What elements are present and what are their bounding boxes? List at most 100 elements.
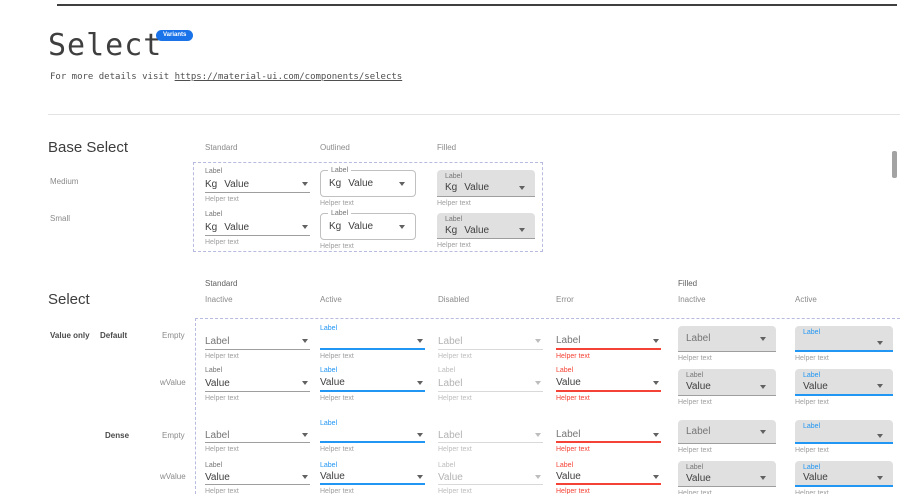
dropdown-arrow-icon bbox=[417, 380, 423, 385]
dropdown-arrow-icon bbox=[535, 475, 541, 479]
select-value: Value bbox=[686, 472, 711, 484]
select-value: Label bbox=[438, 429, 463, 441]
select-value: Label bbox=[438, 377, 463, 389]
select-filled-dense-active-empty[interactable]: Label Helper text bbox=[795, 420, 893, 454]
select-label: Label bbox=[803, 372, 821, 379]
select-value: Label bbox=[205, 429, 230, 441]
select-value: Value bbox=[348, 178, 374, 189]
helper-text: Helper text bbox=[438, 488, 472, 494]
select-label: Label bbox=[320, 420, 338, 427]
select-standard-inactive-empty[interactable]: Label Helper text bbox=[205, 324, 310, 360]
select-standard-dense-disabled-empty: Label Helper text bbox=[438, 419, 543, 453]
helper-text: Helper text bbox=[205, 395, 239, 402]
helper-text: Helper text bbox=[556, 446, 590, 453]
base-select-filled-small[interactable]: Label Kg Value Helper text bbox=[437, 213, 535, 249]
select-standard-dense-active-wvalue[interactable]: Label Value Helper text bbox=[320, 461, 425, 494]
state-error: Error bbox=[556, 295, 574, 304]
dropdown-arrow-icon bbox=[519, 228, 525, 232]
select-standard-active-wvalue[interactable]: Label Value Helper text bbox=[320, 366, 425, 402]
select-label bbox=[438, 324, 543, 333]
helper-text: Helper text bbox=[205, 353, 239, 360]
select-standard-error-wvalue[interactable]: Label Value Helper text bbox=[556, 366, 661, 402]
dropdown-arrow-icon bbox=[877, 475, 883, 480]
col-filled: Filled bbox=[437, 143, 457, 152]
select-label: Label bbox=[686, 464, 704, 471]
select-value: Value bbox=[803, 380, 828, 392]
scrollbar-thumb[interactable] bbox=[892, 151, 897, 178]
select-standard-active-empty[interactable]: Label Helper text bbox=[320, 324, 425, 360]
dropdown-arrow-icon bbox=[302, 182, 308, 186]
select-label bbox=[205, 324, 310, 333]
helper-text: Helper text bbox=[437, 242, 471, 249]
select-filled-active-empty[interactable]: Label Helper text bbox=[795, 326, 893, 362]
select-label: Label bbox=[320, 367, 338, 374]
docs-link[interactable]: https://material-ui.com/components/selec… bbox=[174, 72, 403, 82]
select-standard-error-empty[interactable]: Label Helper text bbox=[556, 324, 661, 360]
select-label: Label bbox=[205, 211, 223, 218]
helper-text: Helper text bbox=[556, 395, 590, 402]
base-select-outlined-small[interactable]: Label Kg Value Helper text bbox=[320, 210, 425, 250]
select-adornment: Kg bbox=[329, 178, 342, 189]
select-heading: Select bbox=[48, 291, 90, 308]
select-value: Value bbox=[224, 178, 250, 190]
row-medium: Medium bbox=[50, 177, 79, 186]
state-filled-inactive: Inactive bbox=[678, 295, 706, 304]
select-standard-dense-error-wvalue[interactable]: Label Value Helper text bbox=[556, 461, 661, 494]
helper-text: Helper text bbox=[320, 488, 354, 494]
select-filled-dense-inactive-empty[interactable]: Label Helper text bbox=[678, 420, 776, 454]
select-adornment: Kg bbox=[205, 178, 218, 190]
helper-text: Helper text bbox=[678, 490, 712, 494]
dropdown-arrow-icon bbox=[417, 432, 423, 437]
base-select-outlined-medium[interactable]: Label Kg Value Helper text bbox=[320, 167, 425, 207]
select-value: Value bbox=[686, 381, 711, 392]
select-standard-dense-error-empty[interactable]: Label Helper text bbox=[556, 419, 661, 453]
dropdown-arrow-icon bbox=[302, 381, 308, 385]
subtitle-text: For more details visit bbox=[50, 72, 175, 82]
dropdown-arrow-icon bbox=[760, 429, 766, 434]
select-label: Label bbox=[205, 367, 223, 374]
select-adornment: Kg bbox=[445, 182, 458, 193]
dropdown-arrow-icon bbox=[760, 336, 766, 341]
select-label: Label bbox=[803, 329, 821, 336]
select-filled-dense-inactive-wvalue[interactable]: Label Value Helper text bbox=[678, 461, 776, 494]
select-value: Label bbox=[686, 426, 711, 437]
select-label: Label bbox=[556, 367, 574, 374]
base-select-heading: Base Select bbox=[48, 139, 129, 156]
select-label bbox=[556, 419, 661, 428]
helper-text: Helper text bbox=[678, 447, 712, 454]
select-filled-inactive-wvalue[interactable]: Label Value Helper text bbox=[678, 369, 776, 406]
select-label: Label bbox=[556, 462, 574, 469]
select-standard-inactive-wvalue[interactable]: Label Value Helper text bbox=[205, 366, 310, 402]
select-label: Label bbox=[328, 210, 352, 218]
helper-text: Helper text bbox=[205, 446, 239, 453]
helper-text: Helper text bbox=[438, 395, 472, 402]
select-standard-dense-inactive-empty[interactable]: Label Helper text bbox=[205, 419, 310, 453]
dropdown-arrow-icon bbox=[417, 338, 423, 343]
base-select-standard-medium[interactable]: Label Kg Value Helper text bbox=[205, 167, 310, 203]
select-matrix-frame bbox=[195, 318, 900, 494]
state-disabled: Disabled bbox=[438, 295, 470, 304]
group-standard: Standard bbox=[205, 279, 238, 288]
base-select-standard-small[interactable]: Label Kg Value Helper text bbox=[205, 210, 310, 246]
base-select-filled-medium[interactable]: Label Kg Value Helper text bbox=[437, 170, 535, 207]
dropdown-arrow-icon bbox=[535, 381, 541, 385]
dropdown-arrow-icon bbox=[877, 340, 883, 345]
select-value: Label bbox=[556, 335, 581, 346]
select-standard-dense-active-empty[interactable]: Label Helper text bbox=[320, 419, 425, 453]
select-filled-dense-active-wvalue[interactable]: Label Value Helper text bbox=[795, 461, 893, 494]
helper-text: Helper text bbox=[438, 353, 472, 360]
dropdown-arrow-icon bbox=[653, 432, 659, 437]
select-filled-active-wvalue[interactable]: Label Value Helper text bbox=[795, 369, 893, 406]
row-wvalue-default: wValue bbox=[160, 378, 186, 387]
select-filled-inactive-empty[interactable]: Label Helper text bbox=[678, 326, 776, 362]
select-value: Value bbox=[464, 224, 490, 236]
helper-text: Helper text bbox=[678, 355, 712, 362]
helper-text: Helper text bbox=[320, 353, 354, 360]
base-select-frame bbox=[193, 162, 543, 252]
dropdown-arrow-icon bbox=[535, 339, 541, 343]
select-standard-dense-inactive-wvalue[interactable]: Label Value Helper text bbox=[205, 461, 310, 494]
dropdown-arrow-icon bbox=[760, 384, 766, 389]
dropdown-arrow-icon bbox=[417, 474, 423, 479]
helper-text: Helper text bbox=[795, 447, 829, 454]
select-value: Value bbox=[556, 471, 581, 482]
